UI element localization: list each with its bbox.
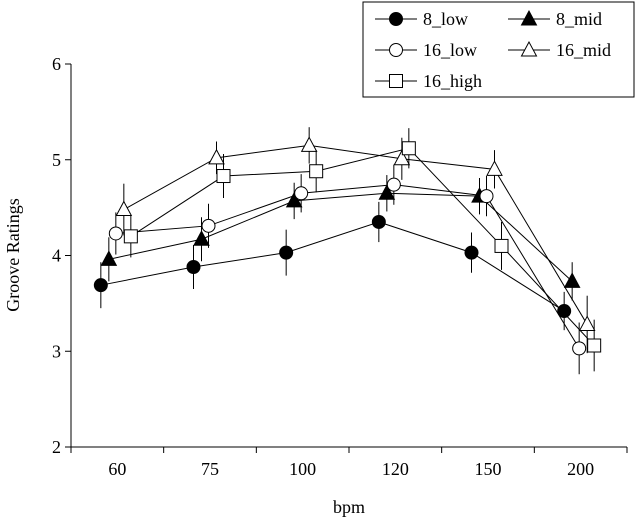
legend-marker <box>389 74 403 88</box>
data-point <box>578 315 596 331</box>
legend: 8_low 8_mid 16_low 16_mid 16_high <box>362 1 635 98</box>
data-point <box>108 226 123 241</box>
data-point <box>386 177 401 192</box>
series-line <box>130 147 595 346</box>
y-tick-label: 5 <box>52 150 61 170</box>
legend-marker <box>520 9 538 26</box>
x-tick-label: 150 <box>475 459 502 479</box>
x-tick-label: 60 <box>108 459 126 479</box>
data-point <box>115 200 133 217</box>
series-16-low <box>108 164 587 375</box>
legend-entry-16-low: 16_low <box>375 40 477 60</box>
data-point <box>479 189 494 204</box>
data-point <box>279 245 294 260</box>
series-8-low <box>93 201 572 331</box>
y-tick-label: 2 <box>52 437 61 457</box>
data-point <box>285 191 303 208</box>
data-point <box>486 160 503 176</box>
legend-marker <box>389 43 403 57</box>
series-line <box>108 192 573 282</box>
data-point <box>93 278 108 293</box>
data-point <box>494 238 509 253</box>
data-point <box>378 184 396 200</box>
data-point <box>294 186 309 201</box>
data-point <box>300 136 318 152</box>
data-point <box>309 164 324 179</box>
y-tick-label: 3 <box>52 341 61 361</box>
series-line <box>115 184 580 349</box>
data-point <box>100 250 118 266</box>
data-point <box>587 338 602 353</box>
series-16-mid <box>115 127 596 354</box>
data-point <box>464 245 479 260</box>
legend-entry-8-mid: 8_mid <box>508 9 602 29</box>
y-tick-label: 4 <box>52 246 61 266</box>
axes: 2 3 4 5 6 60 75 100 120 150 200 <box>52 54 628 479</box>
legend-label: 8_low <box>423 9 468 29</box>
x-tick-label: 200 <box>567 459 594 479</box>
series-8-mid <box>100 175 581 301</box>
x-tick-label: 100 <box>289 459 316 479</box>
data-point <box>563 272 581 288</box>
data-point <box>572 341 587 356</box>
x-tick-label: 120 <box>382 459 409 479</box>
data-point <box>193 230 210 246</box>
data-point <box>201 218 216 233</box>
legend-marker <box>389 12 403 26</box>
data-point <box>216 169 231 184</box>
legend-label: 16_mid <box>556 40 611 60</box>
data-point <box>401 141 416 156</box>
data-point <box>186 259 201 274</box>
series-line <box>100 221 565 312</box>
legend-label: 16_low <box>423 40 477 60</box>
data-point <box>123 229 138 244</box>
legend-entry-16-high: 16_high <box>375 71 482 91</box>
y-tick-label: 6 <box>52 54 61 74</box>
series-16-high <box>123 128 602 372</box>
data-point <box>557 304 572 319</box>
legend-entry-8-low: 8_low <box>375 9 468 29</box>
legend-label: 8_mid <box>556 9 602 29</box>
y-axis-title: Groove Ratings <box>3 198 23 311</box>
series-layer <box>93 127 602 375</box>
x-tick-label: 75 <box>201 459 219 479</box>
legend-label: 16_high <box>423 71 482 91</box>
data-point <box>208 148 225 165</box>
data-point <box>371 214 386 229</box>
legend-entry-16-mid: 16_mid <box>508 40 611 60</box>
x-axis-title: bpm <box>333 497 365 517</box>
series-line <box>123 144 588 325</box>
legend-marker <box>520 40 538 57</box>
data-point <box>393 149 411 166</box>
